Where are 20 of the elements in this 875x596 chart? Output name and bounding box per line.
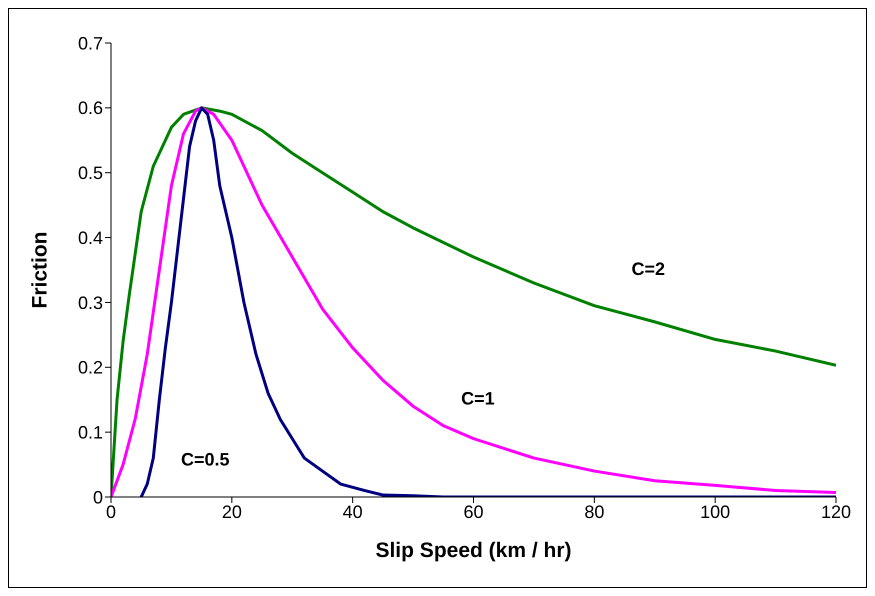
- x-axis-title: Slip Speed (km / hr): [375, 539, 572, 562]
- x-tick-label: 100: [700, 502, 730, 522]
- y-tick-label: 0.5: [78, 163, 103, 184]
- y-tick-label: 0.3: [78, 292, 103, 313]
- y-tick-label: 0.2: [78, 358, 103, 378]
- y-axis-title: Friction: [28, 232, 52, 308]
- series-label: C=2: [631, 258, 665, 279]
- y-tick-label: 0: [92, 487, 103, 508]
- y-tick-label: 0.4: [78, 228, 103, 248]
- y-tick-label: 0.7: [78, 33, 103, 54]
- x-tick-label: 40: [342, 502, 363, 522]
- y-tick-label: 0.6: [78, 98, 103, 118]
- series-label: C=0.5: [180, 449, 230, 470]
- x-tick-label: 120: [820, 502, 852, 522]
- x-tick-label: 60: [463, 502, 484, 522]
- x-tick-label: 20: [222, 502, 242, 522]
- y-tick-label: 0.1: [78, 422, 103, 443]
- x-tick-label: 80: [584, 502, 604, 522]
- x-tick-label: 0: [106, 502, 116, 522]
- series-label: C=1: [461, 388, 495, 409]
